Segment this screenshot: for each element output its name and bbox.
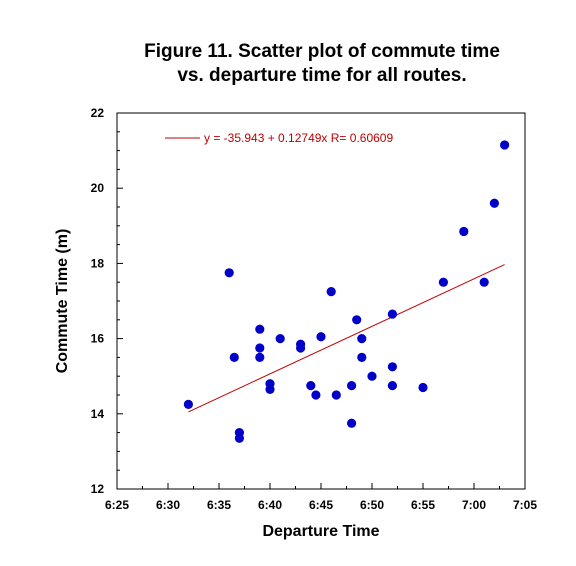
data-point (331, 390, 341, 400)
data-point (347, 381, 357, 391)
data-point (326, 287, 336, 297)
x-tick-label: 7:05 (513, 498, 537, 512)
data-point (357, 334, 367, 344)
data-point (316, 332, 326, 342)
data-point (265, 384, 275, 394)
y-tick-label: 12 (91, 482, 105, 496)
x-tick-label: 6:45 (309, 498, 333, 512)
data-point (229, 352, 239, 362)
x-tick-label: 6:55 (411, 498, 435, 512)
data-point (255, 343, 265, 353)
data-point (500, 140, 510, 150)
x-tick-label: 6:25 (105, 498, 129, 512)
data-point (275, 334, 285, 344)
data-point (255, 352, 265, 362)
data-point (387, 381, 397, 391)
axis-ticks: 6:25 6:30 6:35 6:40 6:45 6:50 6:55 7:00 7:05 12 14… (91, 106, 538, 512)
y-tick-label: 16 (91, 332, 105, 346)
chart-title-line-1: Figure 11. Scatter plot of commute time (144, 41, 500, 62)
data-point (352, 315, 362, 325)
y-axis-label: Commute Time (m) (54, 229, 71, 374)
x-tick-label: 6:35 (207, 498, 231, 512)
chart-title: Figure 11. Scatter plot of commute time … (66, 40, 576, 88)
y-tick-label: 18 (91, 256, 105, 270)
y-tick-label: 14 (91, 407, 105, 421)
data-point (459, 226, 469, 237)
legend-fit-label: y = -35.943 + 0.12749x R= 0.60609 (204, 131, 393, 145)
data-point (418, 382, 428, 393)
data-point (224, 268, 234, 278)
x-tick-label: 6:50 (360, 498, 384, 512)
plot-frame (116, 112, 526, 490)
data-point (438, 277, 448, 287)
fit-line (188, 264, 505, 413)
y-tick-label: 20 (91, 181, 105, 195)
data-point (255, 324, 265, 334)
data-point (489, 198, 499, 208)
data-point (296, 343, 306, 353)
fit-line-group: y = -35.943 + 0.12749x R= 0.60609 (165, 131, 505, 413)
data-point (387, 309, 397, 319)
data-point (234, 433, 244, 443)
x-tick-label: 7:00 (462, 498, 486, 512)
data-point (479, 277, 489, 287)
data-point (306, 381, 316, 391)
data-point (357, 352, 367, 362)
data-point (311, 390, 321, 400)
data-point (183, 399, 193, 409)
x-tick-label: 6:30 (156, 498, 180, 512)
data-points (183, 140, 510, 443)
x-axis-label: Departure Time (262, 523, 379, 540)
data-point (387, 362, 397, 372)
data-point (347, 418, 357, 428)
x-tick-label: 6:40 (258, 498, 282, 512)
chart-title-line-2: vs. departure time for all routes. (177, 65, 467, 86)
data-point (367, 371, 377, 381)
y-tick-label: 22 (91, 106, 105, 120)
